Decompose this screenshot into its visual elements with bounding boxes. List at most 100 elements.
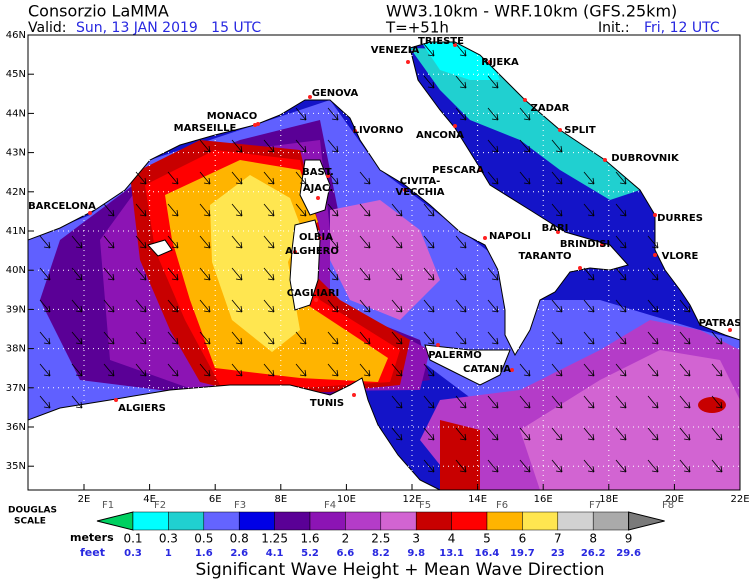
city-dot bbox=[253, 123, 257, 127]
arrow bbox=[167, 299, 179, 313]
arrow bbox=[135, 235, 147, 249]
arrow bbox=[103, 331, 115, 345]
arrow bbox=[455, 75, 467, 89]
arrow bbox=[135, 267, 147, 281]
city-dot bbox=[353, 129, 357, 133]
arrow bbox=[359, 267, 371, 281]
city-dot bbox=[88, 211, 92, 215]
arrow bbox=[199, 267, 211, 281]
arrows bbox=[39, 43, 723, 473]
city-label: ANCONA bbox=[416, 130, 464, 141]
land bbox=[147, 239, 173, 257]
arrow bbox=[647, 299, 659, 313]
color-swatch bbox=[486, 511, 523, 531]
arrow bbox=[551, 139, 563, 153]
arrow bbox=[295, 107, 307, 121]
meters-label: 1.6 bbox=[300, 532, 319, 546]
color-swatch bbox=[522, 511, 559, 531]
arrow bbox=[519, 363, 531, 377]
arrow bbox=[167, 267, 179, 281]
arrow bbox=[583, 395, 595, 409]
arrow bbox=[39, 299, 51, 313]
arrow bbox=[615, 363, 627, 377]
field bbox=[440, 420, 480, 490]
arrow bbox=[103, 235, 115, 249]
arrow bbox=[647, 235, 659, 249]
arrow bbox=[423, 203, 435, 217]
arrow bbox=[167, 171, 179, 185]
arrow bbox=[711, 427, 723, 441]
lon-label: 12E bbox=[402, 494, 421, 505]
feet-label: 0.3 bbox=[124, 548, 142, 559]
arrow bbox=[327, 363, 339, 377]
city-dot bbox=[603, 158, 607, 162]
feet-label: 4.1 bbox=[266, 548, 284, 559]
lat-label: 36N bbox=[6, 422, 26, 433]
douglas-label: F8 bbox=[662, 500, 674, 511]
arrow bbox=[615, 171, 627, 185]
arrow bbox=[231, 267, 243, 281]
arrow bbox=[295, 363, 307, 377]
arrow bbox=[199, 203, 211, 217]
city-label: BARCELONA bbox=[28, 201, 96, 212]
meters-label: 3 bbox=[412, 532, 420, 546]
arrow bbox=[583, 331, 595, 345]
map-frame bbox=[27, 34, 741, 491]
arrow bbox=[679, 395, 691, 409]
arrow bbox=[711, 331, 723, 345]
arrow bbox=[455, 267, 467, 281]
arrow bbox=[295, 171, 307, 185]
meters-label: 2.5 bbox=[371, 532, 390, 546]
arrow bbox=[135, 203, 147, 217]
city-label: MARSEILLE bbox=[174, 123, 237, 134]
color-swatch bbox=[168, 511, 205, 531]
city-label: TARANTO bbox=[519, 251, 572, 262]
arrow bbox=[423, 43, 435, 57]
arrow bbox=[359, 203, 371, 217]
arrow bbox=[199, 363, 211, 377]
land bbox=[424, 344, 511, 386]
color-swatch bbox=[380, 511, 417, 531]
city-dot bbox=[352, 393, 356, 397]
feet-label: 1 bbox=[165, 548, 172, 559]
city-dot bbox=[293, 250, 297, 254]
arrow bbox=[487, 459, 499, 473]
city-dot bbox=[558, 128, 562, 132]
lon-label: 22E bbox=[730, 494, 749, 505]
lat-label: 41N bbox=[6, 226, 26, 237]
city-label: TUNIS bbox=[310, 398, 344, 409]
city-label: BARI bbox=[542, 223, 569, 234]
arrow bbox=[391, 395, 403, 409]
arrow bbox=[423, 459, 435, 473]
meters-label: 0.8 bbox=[230, 532, 249, 546]
city-label: ALGIERS bbox=[118, 403, 166, 414]
arrow bbox=[647, 427, 659, 441]
arrow bbox=[487, 331, 499, 345]
douglas-label: F3 bbox=[234, 500, 246, 511]
city-label: CAGLIARI bbox=[287, 288, 340, 299]
arrow bbox=[647, 267, 659, 281]
arrow bbox=[71, 267, 83, 281]
arrow bbox=[231, 171, 243, 185]
arrow bbox=[455, 427, 467, 441]
arrow bbox=[231, 331, 243, 345]
arrow bbox=[615, 331, 627, 345]
arrow bbox=[679, 459, 691, 473]
douglas-label: F2 bbox=[154, 500, 166, 511]
arrow bbox=[615, 395, 627, 409]
arrow bbox=[103, 299, 115, 313]
arrow bbox=[327, 299, 339, 313]
arrow bbox=[327, 235, 339, 249]
arrow bbox=[71, 363, 83, 377]
color-swatch bbox=[451, 511, 488, 531]
feet-label: 26.2 bbox=[581, 548, 606, 559]
title: Consorzio LaMMA bbox=[28, 2, 169, 21]
arrow bbox=[263, 139, 275, 153]
arrow bbox=[231, 363, 243, 377]
arrow bbox=[263, 171, 275, 185]
city-label: BAST. bbox=[302, 167, 334, 178]
arrow bbox=[615, 427, 627, 441]
city-dot bbox=[308, 95, 312, 99]
arrow bbox=[359, 235, 371, 249]
